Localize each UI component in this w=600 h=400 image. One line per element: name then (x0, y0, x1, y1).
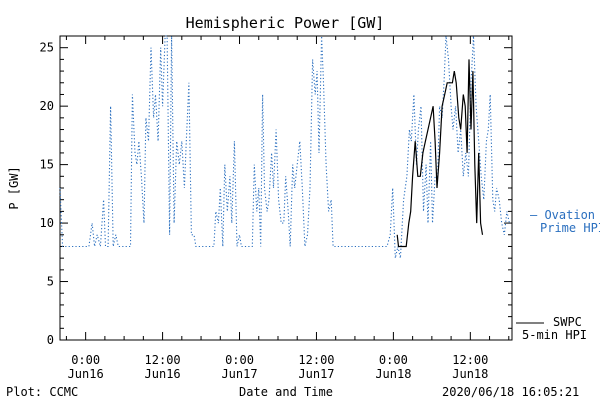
x-tick-label-time: 12:00 (298, 353, 334, 367)
x-tick-label-time: 0:00 (379, 353, 408, 367)
x-tick-label-date: Jun17 (298, 367, 334, 381)
x-tick-label-time: 12:00 (145, 353, 181, 367)
x-tick-label-date: Jun16 (145, 367, 181, 381)
y-axis: 0 5 10 15 20 25 (40, 35, 512, 347)
legend-swpc-line2: 5-min HPI (522, 328, 587, 342)
y-axis-label: P [GW] (7, 166, 21, 209)
legend-swpc-line1: SWPC (553, 315, 582, 329)
x-tick-label-time: 12:00 (452, 353, 488, 367)
x-tick-label-date: Jun16 (68, 367, 104, 381)
y-tick-label: 15 (40, 158, 54, 172)
y-tick-label: 5 (47, 275, 54, 289)
x-tick-label-date: Jun18 (452, 367, 488, 381)
x-axis-label: Date and Time (239, 385, 333, 399)
legend-ovation-line1: — Ovation (530, 208, 595, 222)
series-line-swpc-5min-hpi (396, 59, 484, 248)
y-tick-label: 20 (40, 99, 54, 113)
series-line-ovation-prime-hpi (59, 35, 510, 259)
x-tick-label-time: 0:00 (71, 353, 100, 367)
chart-title: Hemispheric Power [GW] (186, 14, 385, 32)
x-tick-label-date: Jun17 (221, 367, 257, 381)
y-tick-label: 25 (40, 41, 54, 55)
legend-ovation-line2: Prime HPI (540, 221, 600, 235)
x-axis: 0:00Jun1612:00Jun160:00Jun1712:00Jun170:… (65, 36, 510, 381)
footer-timestamp: 2020/06/18 16:05:21 (442, 385, 579, 399)
y-tick-label: 0 (47, 333, 54, 347)
x-tick-label-date: Jun18 (375, 367, 411, 381)
y-tick-label: 10 (40, 216, 54, 230)
footer-plot-credit: Plot: CCMC (6, 385, 78, 399)
x-tick-label-time: 0:00 (225, 353, 254, 367)
